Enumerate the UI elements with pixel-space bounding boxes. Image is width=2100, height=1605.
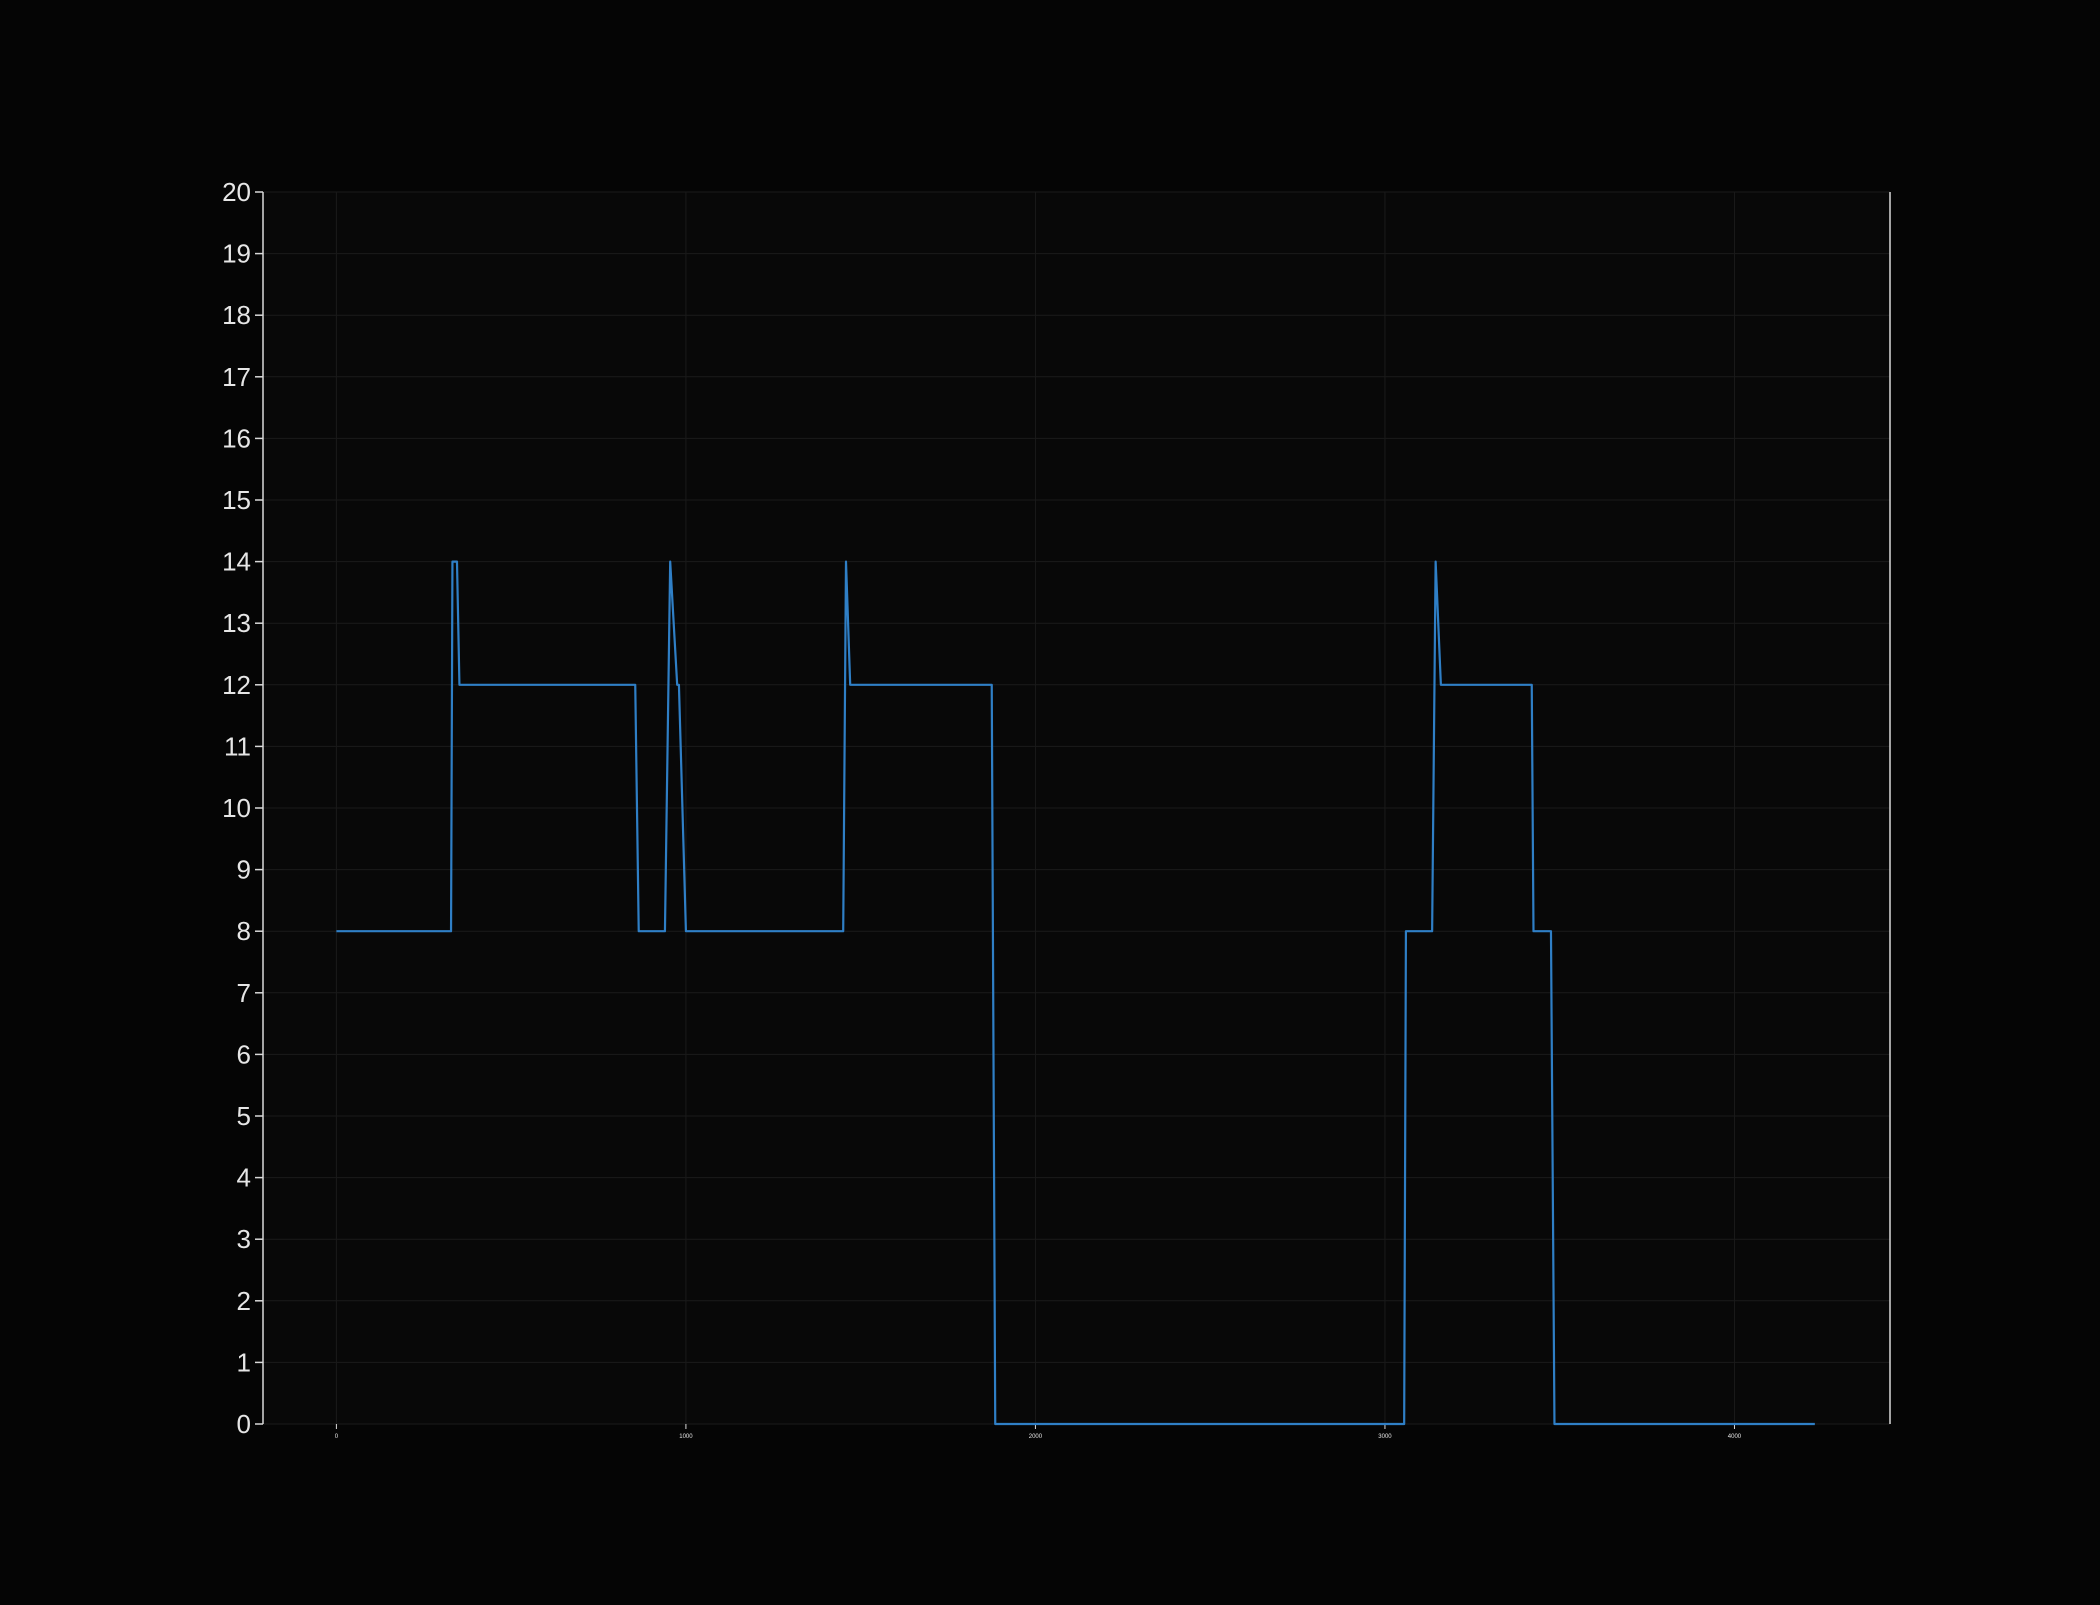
x-tick-label-4: 4000 [1728,1434,1742,1440]
y-tick-label-18: 18 [222,300,251,330]
y-tick-label-7: 7 [237,978,251,1008]
series-line-0 [336,560,1815,1426]
y-tick-label-10: 10 [222,793,251,823]
y-tick-label-9: 9 [237,855,251,885]
y-tick-label-14: 14 [222,547,251,577]
y-tick-label-16: 16 [222,423,251,453]
grid [263,191,1890,1425]
y-tick-label-1: 1 [237,1347,251,1377]
y-tick-label-0: 0 [237,1409,251,1439]
x-tick-label-0: 0 [335,1434,339,1440]
x-tick-label-2: 2000 [1029,1434,1043,1440]
y-tick-label-13: 13 [222,608,251,638]
y-tick-label-11: 11 [224,731,251,761]
series-layer [336,560,1815,1426]
x-tick-label-1: 1000 [679,1434,693,1440]
y-tick-label-4: 4 [237,1163,251,1193]
axes [255,191,1891,1429]
y-tick-label-8: 8 [237,916,251,946]
y-tick-label-17: 17 [222,362,251,392]
y-tick-label-20: 20 [222,177,251,207]
y-tick-label-19: 19 [222,239,251,269]
y-tick-label-15: 15 [222,485,251,515]
y-tick-label-5: 5 [237,1101,251,1131]
y-tick-label-6: 6 [237,1039,251,1069]
x-tick-label-3: 3000 [1378,1434,1392,1440]
y-tick-label-12: 12 [222,670,251,700]
y-tick-label-2: 2 [237,1286,251,1316]
y-tick-label-3: 3 [237,1224,251,1254]
